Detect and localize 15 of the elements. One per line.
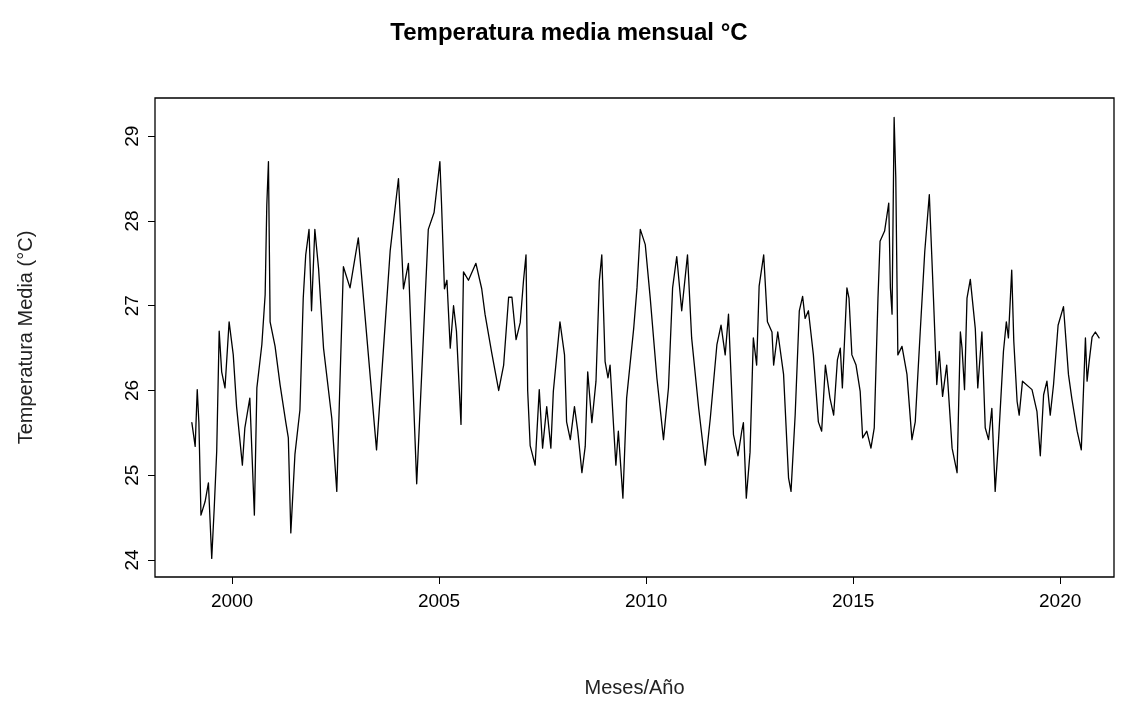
x-tick-label: 2010 xyxy=(624,590,668,611)
y-tick-label: 27 xyxy=(121,295,142,317)
chart-title: Temperatura media mensual °C xyxy=(390,17,748,45)
x-axis-title: Meses/Año xyxy=(584,676,685,698)
y-axis-title: Temperatura Media (°C) xyxy=(14,230,36,445)
x-tick-label: 2005 xyxy=(417,590,461,611)
y-tick-label: 28 xyxy=(121,210,142,232)
x-tick-label: 2015 xyxy=(831,590,875,611)
line-series xyxy=(191,116,1100,559)
y-tick-label: 26 xyxy=(121,379,142,402)
x-tick-label: 2000 xyxy=(210,590,254,611)
y-tick-label: 24 xyxy=(121,549,142,571)
y-tick-label: 29 xyxy=(121,125,142,147)
x-tick-label: 2020 xyxy=(1039,590,1082,611)
y-tick-label: 25 xyxy=(121,464,142,486)
